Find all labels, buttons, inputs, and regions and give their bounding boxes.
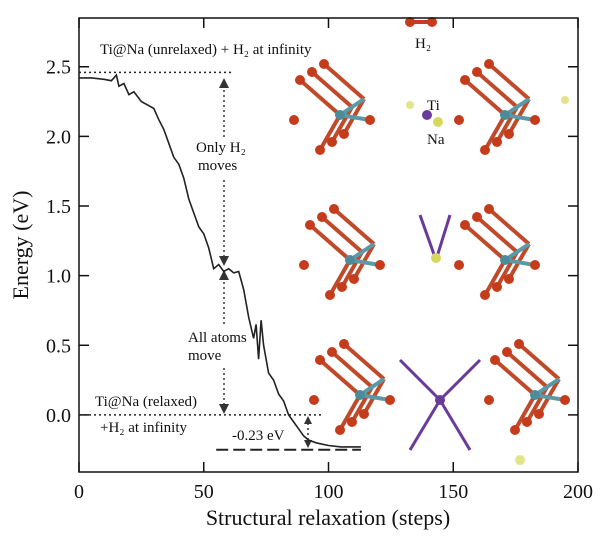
- annotation: Ti@Na (relaxed): [95, 394, 197, 410]
- arrows: [224, 80, 308, 446]
- y-axis-label: Energy (eV): [8, 191, 33, 300]
- x-tick-label: 50: [194, 481, 214, 503]
- image-label: H₂: [415, 36, 431, 52]
- annotation: Only H₂: [196, 140, 246, 156]
- molecule-images: H₂ Ti Na: [289, 17, 570, 465]
- x-axis-label: Structural relaxation (steps): [206, 505, 450, 530]
- y-tick-label: 0.5: [46, 335, 71, 357]
- chart: H₂ Ti Na Structural relaxation (steps) E…: [0, 0, 601, 534]
- annotation: +H₂ at infinity: [100, 420, 188, 436]
- arrowheads: [219, 78, 312, 448]
- data-line: [79, 75, 361, 447]
- y-tick-label: 0.0: [46, 405, 71, 427]
- y-tick-label: 2.0: [46, 126, 71, 148]
- annotation: Ti@Na (unrelaxed) + H₂ at infinity: [100, 42, 312, 58]
- image-label: Ti: [427, 98, 440, 114]
- y-tick-label: 1.5: [46, 196, 71, 218]
- y-tick-label: 2.5: [46, 57, 71, 79]
- annotation: moves: [198, 158, 237, 174]
- annotation: All atoms: [188, 330, 247, 346]
- x-tick-label: 150: [438, 481, 468, 503]
- y-tick-label: 1.0: [46, 266, 71, 288]
- x-tick-label: 0: [74, 481, 84, 503]
- annotations: Ti@Na (unrelaxed) + H₂ at infinity Only …: [95, 42, 312, 444]
- x-tick-label: 200: [563, 481, 593, 503]
- annotation: -0.23 eV: [232, 428, 285, 444]
- x-tick-label: 100: [314, 481, 344, 503]
- image-label: Na: [427, 132, 445, 148]
- annotation: move: [188, 348, 222, 364]
